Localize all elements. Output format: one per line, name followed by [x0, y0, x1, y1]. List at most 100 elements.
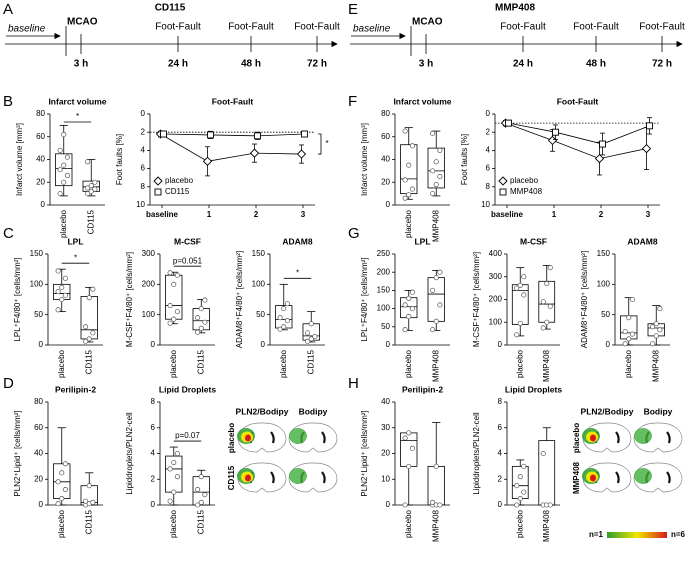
y-tick-label: 10	[136, 200, 145, 209]
data-point	[406, 463, 412, 469]
y-axis-label: PLN2⁺Lipid⁺ [cells/mm²]	[13, 410, 22, 496]
mcao-label: MCAO	[67, 17, 98, 28]
series-line	[508, 122, 650, 145]
data-point	[308, 336, 314, 342]
y-axis-label: ADAM8⁺F4/80⁺ [cells/mm²]	[235, 251, 244, 348]
test-label: Foot-Fault	[294, 22, 340, 33]
data-point	[57, 147, 63, 153]
data-point	[85, 185, 91, 191]
data-point	[430, 499, 436, 505]
brain-section	[288, 462, 338, 493]
marker	[594, 153, 605, 164]
data-point	[406, 162, 412, 168]
y-tick-label: 8	[151, 397, 156, 406]
data-point	[92, 186, 98, 192]
marker	[296, 149, 307, 159]
data-point	[409, 289, 415, 295]
y-tick-label: 80	[34, 397, 43, 406]
y-axis-label: LPL⁺F4/80⁺ [cells/mm²]	[13, 257, 22, 341]
y-tick-label: 4	[486, 146, 491, 155]
y-axis-label: Foot faults [%]	[460, 134, 469, 185]
heat-region	[590, 474, 596, 482]
marker	[249, 148, 260, 158]
significance-bracket	[318, 133, 322, 155]
x-tick-label: CD115	[196, 509, 205, 534]
data-point	[195, 486, 201, 493]
data-point	[167, 270, 173, 276]
significance-label: *	[296, 268, 299, 277]
test-label: Foot-Fault	[228, 22, 274, 33]
y-tick-label: 10	[481, 200, 490, 209]
y-tick-label: 0	[386, 340, 391, 349]
y-tick-label: 100	[377, 304, 391, 313]
y-tick-label: 20	[381, 177, 390, 186]
chart-title: LPL	[67, 236, 83, 246]
data-point	[171, 459, 177, 466]
y-tick-label: 80	[36, 109, 45, 118]
data-point	[195, 329, 201, 335]
y-axis-label: Infarct volume [mm³]	[360, 123, 369, 196]
data-point	[86, 295, 92, 301]
data-point	[171, 281, 177, 287]
x-tick-label: baseline	[491, 210, 524, 219]
x-tick-label: placebo	[404, 509, 413, 538]
data-point	[171, 316, 177, 322]
heat-region	[590, 434, 596, 442]
chart-title: M-CSF	[174, 236, 201, 246]
panel-letter: D	[3, 375, 14, 392]
data-point	[61, 162, 67, 168]
x-tick-label: 2	[254, 210, 259, 219]
x-tick-label: CD115	[84, 509, 93, 534]
data-point	[406, 192, 412, 198]
marker	[160, 130, 167, 138]
y-tick-label: 0	[151, 500, 156, 509]
data-point	[430, 327, 436, 333]
data-point	[402, 435, 408, 441]
chart-title: Lipid Droplets	[505, 384, 562, 394]
data-point	[202, 297, 208, 303]
y-tick-label: 100	[252, 279, 266, 288]
panel-letter: F	[348, 93, 357, 110]
y-axis-label: Foot faults [%]	[115, 134, 124, 185]
data-point	[514, 285, 520, 291]
x-tick-label: 1	[552, 210, 557, 219]
y-tick-label: 50	[34, 310, 43, 319]
y-tick-label: 0	[386, 200, 391, 209]
y-tick-label: 6	[486, 164, 491, 173]
data-point	[174, 309, 180, 315]
marker	[552, 128, 559, 136]
y-axis-label: PLN2⁺Lipid⁺ [cells/mm²]	[360, 410, 369, 496]
x-tick-label: MMP408	[431, 509, 440, 542]
brain-section	[633, 462, 683, 493]
x-tick-label: placebo	[515, 509, 524, 538]
data-point	[61, 179, 67, 185]
x-tick-label: placebo	[279, 349, 288, 378]
data-point	[406, 430, 412, 436]
data-point	[195, 502, 201, 508]
data-point	[657, 306, 663, 312]
marker	[254, 132, 261, 140]
heat-region	[634, 428, 652, 444]
data-point	[284, 318, 290, 324]
data-point	[198, 474, 204, 480]
data-point	[433, 181, 439, 188]
data-point	[433, 463, 439, 469]
data-point	[167, 466, 173, 472]
y-tick-label: 0	[606, 340, 611, 349]
y-tick-label: 0	[486, 109, 491, 118]
y-tick-label: 60	[381, 132, 390, 141]
y-tick-label: 200	[489, 295, 503, 304]
data-point	[61, 131, 67, 138]
data-point	[55, 479, 61, 485]
marker	[207, 131, 214, 139]
data-point	[90, 286, 96, 292]
x-tick-label: MMP408	[651, 349, 660, 382]
marker	[641, 143, 652, 154]
data-point	[308, 321, 314, 327]
data-point	[402, 128, 408, 134]
data-point	[514, 502, 520, 508]
y-tick-label: 0	[498, 500, 503, 509]
y-tick-label: 150	[252, 249, 266, 258]
panel-letter: G	[348, 225, 360, 242]
data-point	[281, 306, 287, 312]
